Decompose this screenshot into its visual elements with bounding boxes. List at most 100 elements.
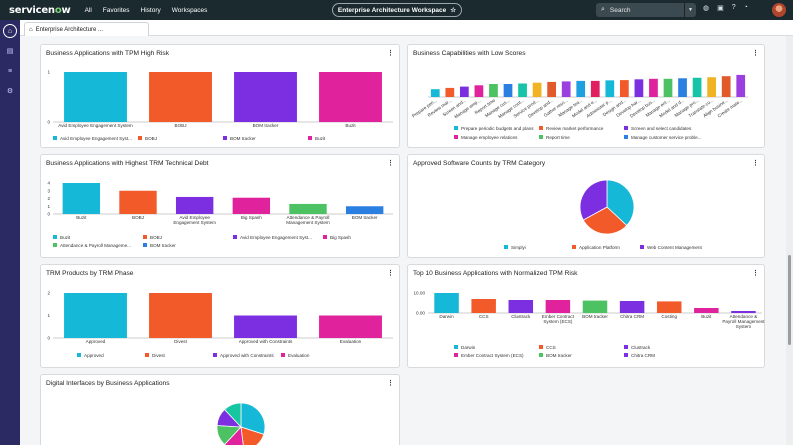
bar [460, 86, 469, 97]
legend-swatch [53, 243, 57, 247]
bar [434, 293, 459, 313]
legend-item: Manage customer service proble... [631, 135, 701, 140]
tab-enterprise-architecture[interactable]: ⌂ Enterprise Architecture ... [24, 22, 149, 36]
x-tick-label: Big Spash [241, 215, 262, 220]
legend-swatch [53, 235, 57, 239]
bar [234, 315, 297, 338]
scrollbar-thumb[interactable] [788, 255, 791, 345]
card-trm-phase: TRM Products by TRM Phase ⋮ 0 1 2 Approved D… [40, 264, 400, 368]
x-tick-label: Engagement System [173, 220, 216, 225]
user-avatar[interactable] [772, 3, 786, 17]
y-tick-label: 1 [47, 313, 50, 318]
x-tick-label: Buzit [345, 123, 356, 128]
legend-swatch [539, 345, 543, 349]
x-tick-label: Buzit [76, 215, 87, 220]
software-counts-chart: Simplyi Application Platform Web Content M… [504, 179, 703, 250]
menu-all[interactable]: All [84, 6, 92, 14]
left-sidebar: ⌂ ▤ ≡ ⚙ [0, 20, 20, 445]
x-tick-label: BOM tracker [582, 314, 608, 319]
bar [582, 300, 608, 313]
bell-icon[interactable]: ◔ [743, 4, 748, 11]
menu-workspaces[interactable]: Workspaces [171, 6, 208, 14]
bar [634, 79, 644, 97]
menu-favorites[interactable]: Favorites [102, 6, 130, 14]
x-tick-label: Clustrack [511, 314, 531, 319]
legend-swatch [624, 353, 628, 357]
more-options-icon[interactable]: ⋮ [752, 270, 759, 277]
legend-swatch [454, 135, 458, 139]
x-tick-label: Approved [86, 339, 106, 344]
pie-slice [582, 206, 628, 235]
workspace-pill[interactable]: Enterprise Architecture Workspace ☆ [332, 3, 462, 17]
legend-swatch [624, 135, 628, 139]
home-icon[interactable]: ⌂ [3, 24, 17, 38]
legend-swatch [539, 135, 543, 139]
trm-phase-chart: 0 1 2 Approved Divest Approved with Constrain… [47, 291, 393, 358]
bar [619, 301, 645, 313]
x-tick-label: System [736, 324, 751, 329]
legend-item: BOM tracker [546, 353, 572, 358]
bar [692, 77, 702, 97]
pie-slice [240, 402, 266, 435]
scope-icon[interactable]: ▣ [717, 5, 724, 12]
card-tech-debt: Business Applications with Highest TRM T… [40, 154, 400, 258]
normalized-tpm-chart: 0.00 10.00 Darwin CCS Clustrack Ember Contrac… [414, 291, 766, 359]
bar [663, 78, 673, 97]
x-tick-label: Costing [661, 314, 677, 319]
bar [119, 190, 157, 214]
legend-item: Prepare periodic budgets and plans [461, 126, 534, 131]
legend-item: Application Platform [579, 245, 620, 250]
logo-text-end: w [61, 4, 71, 16]
bar [649, 78, 658, 97]
bar [707, 77, 716, 97]
x-tick-label: Avid Employee Engagement System [58, 123, 133, 128]
home-icon: ⌂ [29, 26, 33, 33]
x-tick-label: Management System [286, 220, 330, 225]
legend-item: Ember Contract System (ECS) [461, 353, 524, 358]
x-tick-label: Approved with Constraints [239, 339, 293, 344]
y-tick-label: 2 [47, 291, 50, 296]
settings-icon[interactable]: ⚙ [6, 88, 14, 95]
star-icon[interactable]: ☆ [450, 7, 457, 14]
bar [149, 293, 212, 338]
y-tick-label: 4 [47, 181, 50, 186]
legend-item: BOBJ [145, 136, 157, 141]
list-icon[interactable]: ≡ [7, 67, 13, 75]
legend-item: Divest [152, 353, 165, 358]
legend-swatch [143, 235, 147, 239]
search-input[interactable]: Search [609, 6, 631, 14]
card-title: Top 10 Business Applications with Normal… [413, 270, 578, 277]
x-tick-label: Attendance & [730, 314, 758, 319]
bar [532, 82, 542, 97]
bar [474, 85, 484, 97]
more-options-icon[interactable]: ⋮ [387, 50, 394, 57]
more-options-icon[interactable]: ⋮ [752, 160, 759, 167]
chevron-down-icon[interactable]: ▼ [684, 3, 696, 17]
legend-swatch [624, 345, 628, 349]
dashboard-content: Business Applications with TPM High Risk… [20, 36, 793, 445]
bar [576, 80, 586, 97]
briefcase-icon[interactable]: ▤ [6, 48, 14, 55]
legend-item: Avid Employee Engagement Syst... [240, 235, 312, 240]
legend-item: Approved [84, 353, 104, 358]
more-options-icon[interactable]: ⋮ [387, 160, 394, 167]
more-options-icon[interactable]: ⋮ [387, 270, 394, 277]
pie-slice [240, 426, 265, 445]
x-tick-label: Attendance & Payroll [287, 215, 330, 220]
more-options-icon[interactable]: ⋮ [752, 50, 759, 57]
help-icon[interactable]: ? [731, 4, 736, 11]
page-scrollbar[interactable] [786, 36, 793, 445]
globe-icon[interactable]: ◍ [703, 5, 710, 12]
legend-swatch [624, 126, 628, 130]
x-tick-label: Ember Contract [542, 314, 575, 319]
card-title: Business Applications with TPM High Risk [46, 50, 170, 57]
more-options-icon[interactable]: ⋮ [387, 380, 394, 387]
bar [62, 183, 101, 214]
bar [721, 76, 731, 97]
servicenow-logo[interactable]: servicenow [9, 5, 71, 16]
global-search[interactable]: ⌕ Search ▼ [596, 3, 696, 17]
bar [518, 83, 527, 97]
legend-item: Simplyi [511, 245, 526, 250]
workspace-title: Enterprise Architecture Workspace [337, 6, 447, 14]
menu-history[interactable]: History [140, 6, 161, 14]
